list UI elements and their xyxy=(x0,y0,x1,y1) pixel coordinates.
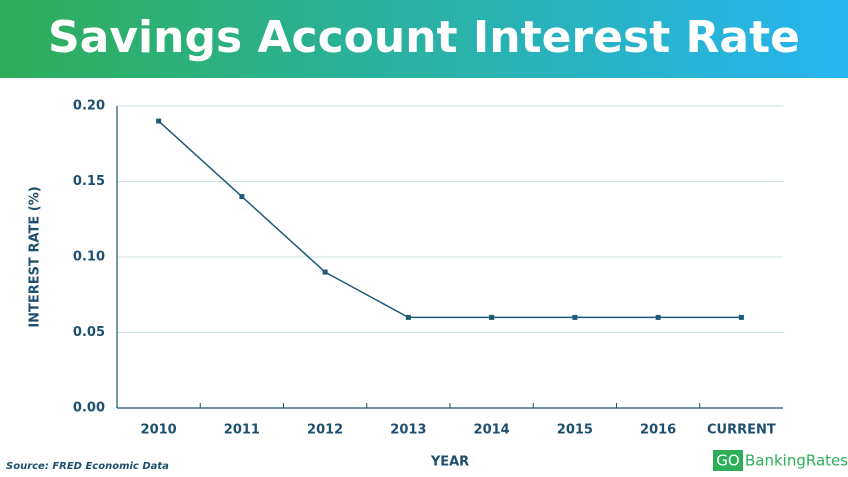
logo-prefix: GO xyxy=(716,452,739,470)
x-tick-label: 2014 xyxy=(474,423,510,438)
y-tick-label: 0.05 xyxy=(73,325,105,340)
data-point xyxy=(655,314,661,320)
logo-name: BankingRates xyxy=(745,452,848,470)
x-tick-label: 2012 xyxy=(307,423,343,438)
logo-box xyxy=(713,450,743,471)
x-tick-label: 2015 xyxy=(557,423,593,438)
source-note: Source: FRED Economic Data xyxy=(6,461,169,472)
x-tick-label: 2013 xyxy=(390,423,426,438)
data-point xyxy=(322,269,328,275)
y-tick-label: 0.00 xyxy=(73,401,105,416)
y-tick-label: 0.20 xyxy=(73,99,105,114)
y-tick-label: 0.15 xyxy=(73,174,105,189)
y-tick-label: 0.10 xyxy=(73,250,105,265)
data-point xyxy=(738,314,744,320)
data-point xyxy=(405,314,411,320)
data-point xyxy=(489,314,495,320)
data-point xyxy=(239,194,245,200)
x-tick-label: 2016 xyxy=(640,423,676,438)
x-tick-label: CURRENT xyxy=(707,423,776,438)
y-axis-label: INTEREST RATE (%) xyxy=(28,186,43,327)
chart-title: Savings Account Interest Rate xyxy=(48,12,800,63)
x-tick-label: 2011 xyxy=(224,423,260,438)
x-axis-label: YEAR xyxy=(430,455,469,470)
title-banner xyxy=(0,0,848,78)
x-tick-label: 2010 xyxy=(141,423,177,438)
data-point xyxy=(572,314,578,320)
data-line xyxy=(158,120,742,319)
data-point xyxy=(156,118,162,124)
